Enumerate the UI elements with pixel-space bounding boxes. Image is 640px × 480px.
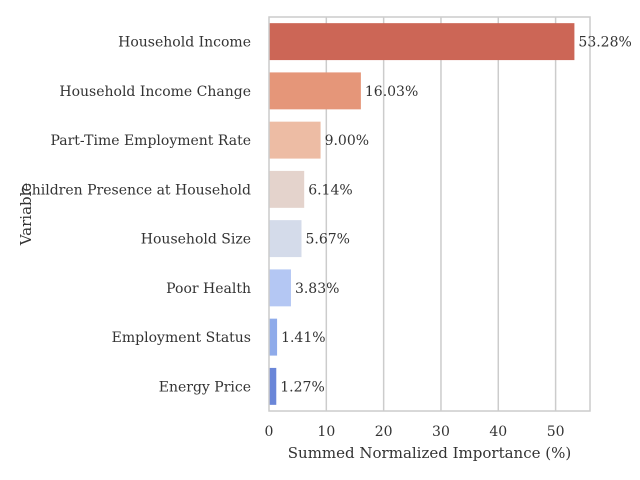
category-label-2: Household Income Change [59,84,251,100]
x-tick-label-50: 50 [547,424,565,440]
category-label-1: Household Income [118,35,251,51]
value-label-6: 3.83% [295,281,339,297]
x-tick-label-40: 40 [489,424,507,440]
value-label-1: 53.28% [578,35,631,51]
bar-4 [269,170,305,208]
value-label-7: 1.41% [281,330,325,346]
bar-3 [269,121,321,159]
x-tick-label-30: 30 [432,424,450,440]
category-label-4: Children Presence at Household [21,182,251,198]
plot-frame [268,16,591,412]
category-label-8: Energy Price [159,379,251,395]
value-label-2: 16.03% [365,84,418,100]
value-label-4: 6.14% [308,182,352,198]
bar-5 [269,220,302,258]
bar-1 [269,23,575,61]
category-labels: Household Income Household Income Change P… [21,35,251,396]
bar-6 [269,269,291,307]
y-axis-title: Variable [17,183,35,247]
grid-lines [325,17,557,411]
x-tick-labels: 0 10 20 30 40 50 [265,424,565,440]
value-label-8: 1.27% [280,379,324,395]
x-axis-title: Summed Normalized Importance (%) [288,444,571,462]
x-tick-label-20: 20 [375,424,393,440]
x-tick-label-0: 0 [265,424,274,440]
value-label-5: 5.67% [306,232,350,248]
category-label-6: Poor Health [166,281,251,297]
bar-2 [269,72,361,110]
x-tick-label-10: 10 [317,424,335,440]
category-label-3: Part-Time Employment Rate [50,133,251,149]
bar-7 [269,318,278,356]
value-label-3: 9.00% [325,133,369,149]
bar-8 [269,367,277,405]
category-label-5: Household Size [141,232,251,248]
bars [269,23,575,405]
value-labels: 53.28% 16.03% 9.00% 6.14% 5.67% 3.83% 1.41% 1.2… [280,35,632,396]
category-label-7: Employment Status [112,330,251,346]
